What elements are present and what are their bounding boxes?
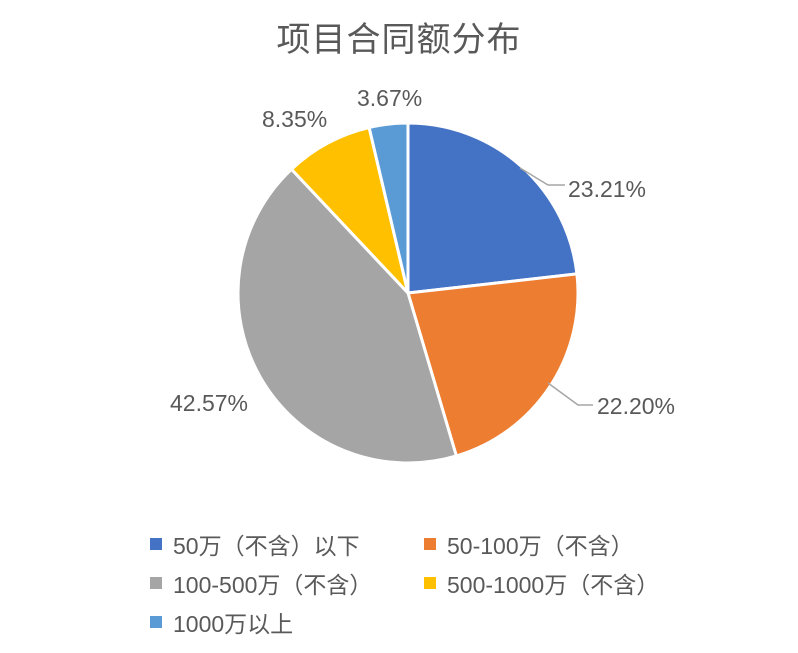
legend-item: 50万（不含）以下	[150, 527, 360, 561]
legend-item: 50-100万（不含）	[424, 527, 634, 561]
legend-swatch	[150, 577, 162, 589]
legend-swatch	[424, 577, 436, 589]
chart-title: 项目合同额分布	[276, 21, 522, 59]
legend-swatch	[150, 538, 162, 550]
legend-label: 1000万以上	[173, 611, 294, 637]
data-label: 22.20%	[597, 393, 675, 419]
pie-slice	[406, 121, 579, 295]
data-label: 23.21%	[568, 176, 646, 202]
legend-swatch	[150, 616, 162, 628]
legend-item: 500-1000万（不含）	[424, 566, 659, 600]
legend-item: 1000万以上	[150, 605, 293, 639]
data-label: 42.57%	[170, 390, 248, 416]
data-label: 3.67%	[357, 85, 422, 111]
legend-item: 100-500万（不含）	[150, 566, 372, 600]
data-label: 8.35%	[262, 106, 327, 132]
leader-line	[519, 167, 565, 186]
leader-line	[547, 382, 593, 406]
pie-slice	[367, 121, 410, 294]
legend-label: 500-1000万（不含）	[447, 572, 660, 598]
pie-slice	[289, 125, 411, 299]
legend-label: 50万（不含）以下	[173, 533, 360, 559]
legend-label: 50-100万（不含）	[447, 533, 634, 559]
legend-label: 100-500万（不含）	[173, 572, 373, 598]
pie-slice	[236, 167, 459, 465]
pie-slice	[406, 272, 580, 458]
legend-swatch	[424, 538, 436, 550]
